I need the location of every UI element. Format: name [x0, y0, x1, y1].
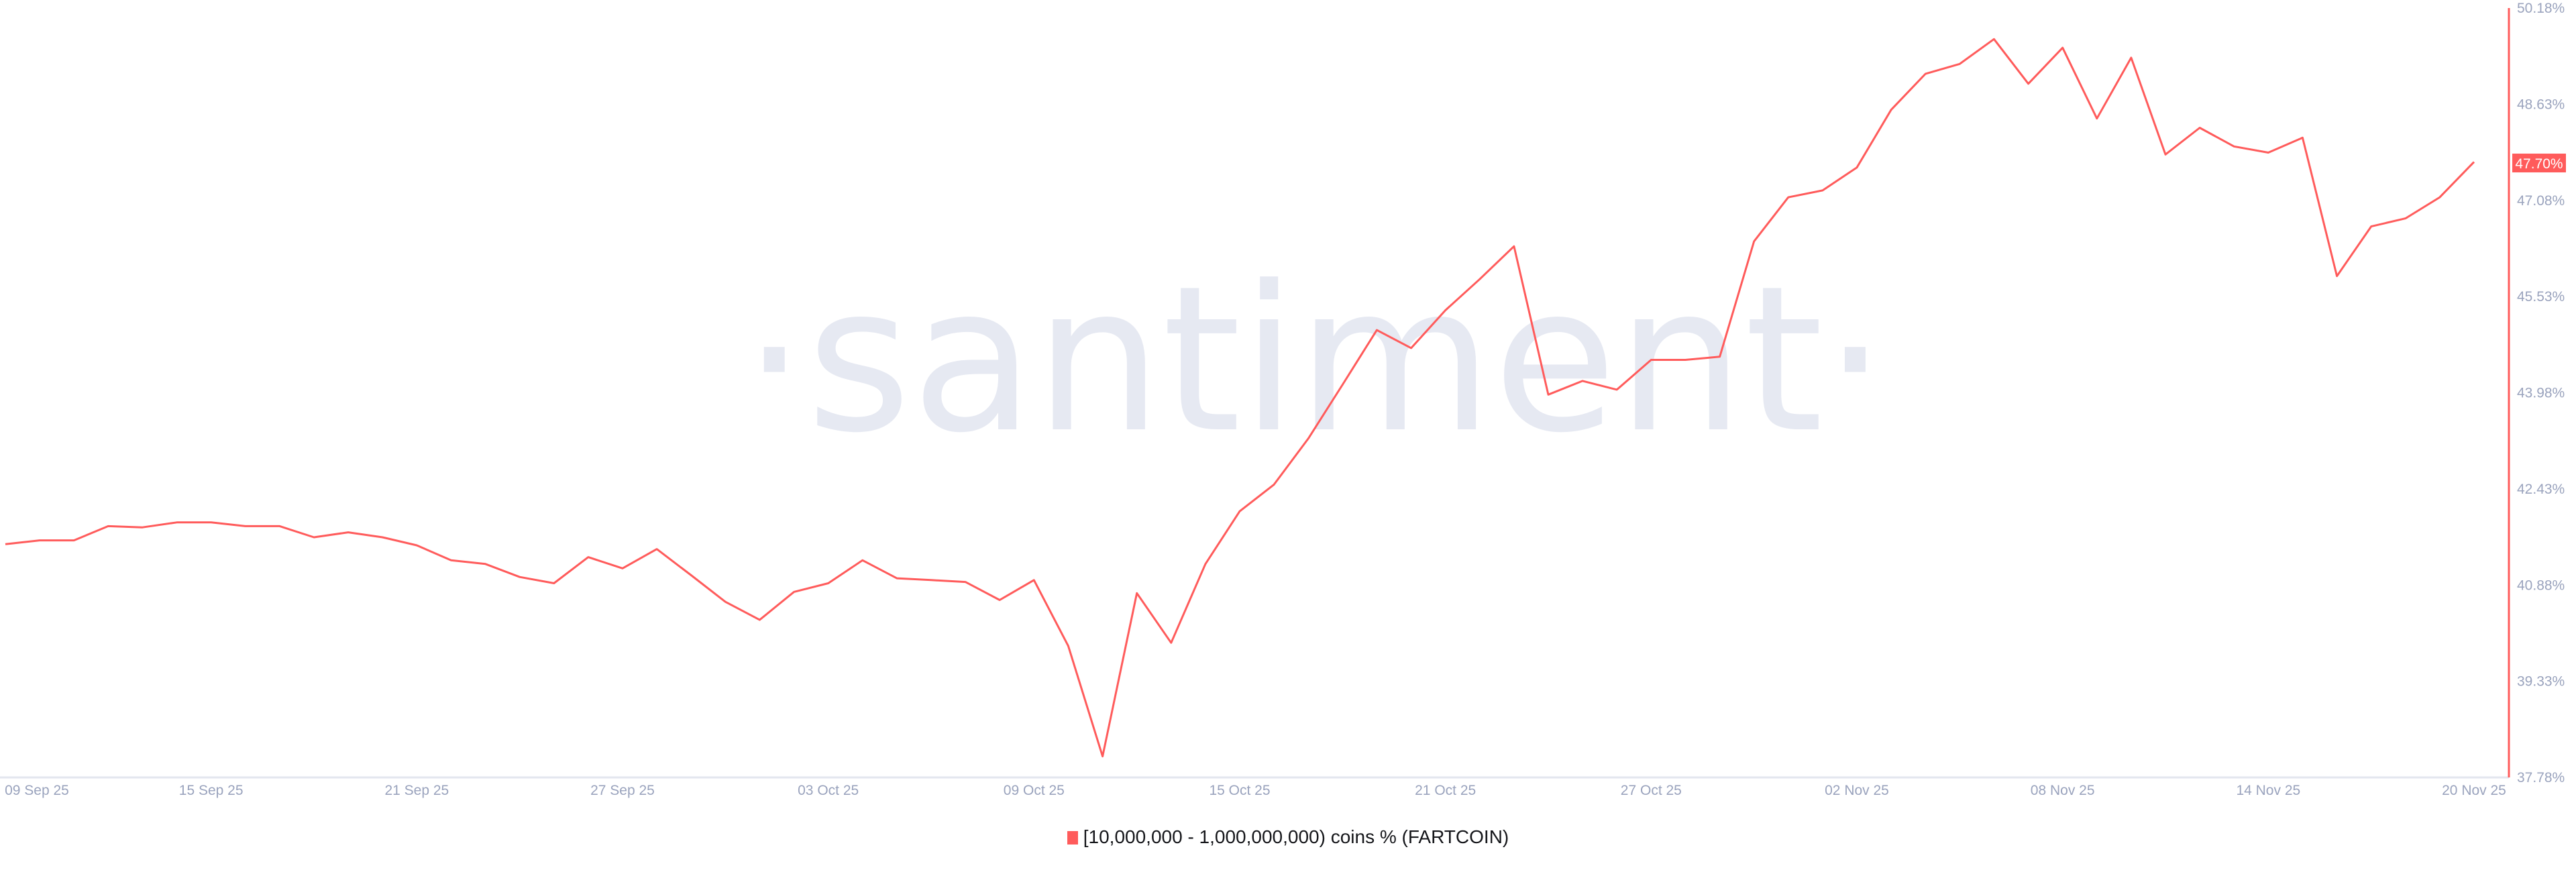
y-tick-label: 50.18%: [2517, 1, 2565, 16]
watermark: ·santiment·: [743, 243, 1888, 477]
legend[interactable]: [10,000,000 - 1,000,000,000) coins % (FA…: [0, 826, 2576, 848]
current-value-label: 47.70%: [2515, 156, 2563, 172]
x-tick-label: 15 Oct 25: [1209, 783, 1270, 798]
x-tick-label: 09 Sep 25: [5, 783, 69, 798]
x-tick-label: 21 Sep 25: [384, 783, 449, 798]
y-tick-label: 39.33%: [2517, 674, 2565, 690]
series-line: [5, 38, 2475, 758]
x-tick-label: 08 Nov 25: [2031, 783, 2095, 798]
x-tick-label: 09 Oct 25: [1004, 783, 1065, 798]
x-tick-label: 20 Nov 25: [2442, 783, 2506, 798]
x-tick-label: 02 Nov 25: [1825, 783, 1889, 798]
legend-swatch: [1067, 831, 1078, 844]
x-tick-label: 03 Oct 25: [798, 783, 859, 798]
y-tick-label: 47.08%: [2517, 193, 2565, 209]
y-tick-label: 37.78%: [2517, 770, 2565, 785]
x-tick-label: 14 Nov 25: [2236, 783, 2300, 798]
y-tick-label: 40.88%: [2517, 578, 2565, 593]
y-tick-label: 43.98%: [2517, 386, 2565, 401]
x-tick-label: 21 Oct 25: [1415, 783, 1476, 798]
y-tick-label: 42.43%: [2517, 482, 2565, 497]
x-tick-label: 15 Sep 25: [179, 783, 244, 798]
current-value-badge: [2512, 154, 2566, 172]
y-tick-label: 45.53%: [2517, 289, 2565, 305]
y-tick-label: 48.63%: [2517, 97, 2565, 112]
legend-label: [10,000,000 - 1,000,000,000) coins % (FA…: [1083, 826, 1509, 847]
x-tick-label: 27 Oct 25: [1621, 783, 1682, 798]
x-tick-label: 27 Sep 25: [590, 783, 655, 798]
